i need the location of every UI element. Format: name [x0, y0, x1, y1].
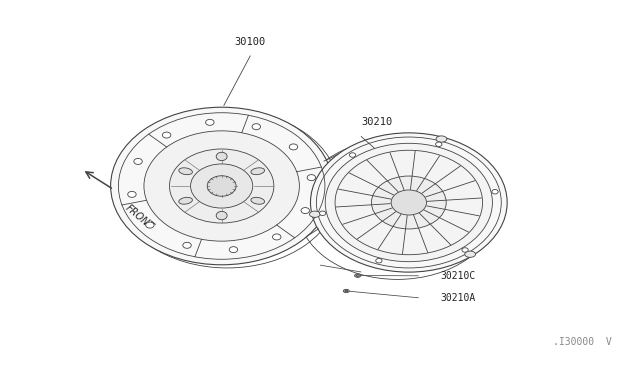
Ellipse shape [376, 259, 382, 263]
Ellipse shape [205, 119, 214, 125]
Ellipse shape [325, 143, 492, 262]
Ellipse shape [436, 142, 442, 147]
Text: 30210A: 30210A [440, 293, 476, 303]
Ellipse shape [216, 152, 227, 161]
Ellipse shape [251, 168, 264, 175]
Ellipse shape [349, 153, 356, 157]
Ellipse shape [289, 144, 298, 150]
Ellipse shape [229, 247, 237, 253]
Ellipse shape [492, 189, 498, 194]
Ellipse shape [179, 197, 193, 204]
Ellipse shape [128, 191, 136, 198]
Ellipse shape [191, 164, 253, 208]
Ellipse shape [310, 133, 507, 272]
Ellipse shape [163, 132, 171, 138]
Ellipse shape [371, 176, 446, 229]
Ellipse shape [301, 208, 310, 214]
Text: 30210: 30210 [361, 118, 392, 127]
Ellipse shape [183, 242, 191, 248]
Ellipse shape [465, 251, 476, 257]
Ellipse shape [462, 248, 468, 252]
Ellipse shape [134, 158, 142, 164]
Ellipse shape [319, 211, 326, 215]
Ellipse shape [146, 222, 154, 228]
Ellipse shape [307, 174, 316, 181]
Ellipse shape [179, 168, 193, 175]
Ellipse shape [355, 274, 361, 278]
Ellipse shape [273, 234, 281, 240]
Ellipse shape [356, 275, 359, 276]
Ellipse shape [436, 136, 447, 142]
Ellipse shape [252, 124, 260, 130]
Ellipse shape [207, 176, 236, 196]
Ellipse shape [216, 211, 227, 220]
Ellipse shape [345, 290, 348, 292]
Ellipse shape [251, 197, 264, 204]
Ellipse shape [310, 211, 320, 217]
Ellipse shape [391, 190, 426, 215]
Ellipse shape [170, 149, 274, 223]
Ellipse shape [144, 131, 300, 241]
Text: .I30000  V: .I30000 V [553, 337, 612, 347]
Text: 30210C: 30210C [440, 271, 476, 281]
Text: FRONT: FRONT [124, 202, 156, 231]
Ellipse shape [111, 107, 333, 265]
Ellipse shape [343, 289, 349, 293]
Text: 30100: 30100 [235, 37, 266, 47]
